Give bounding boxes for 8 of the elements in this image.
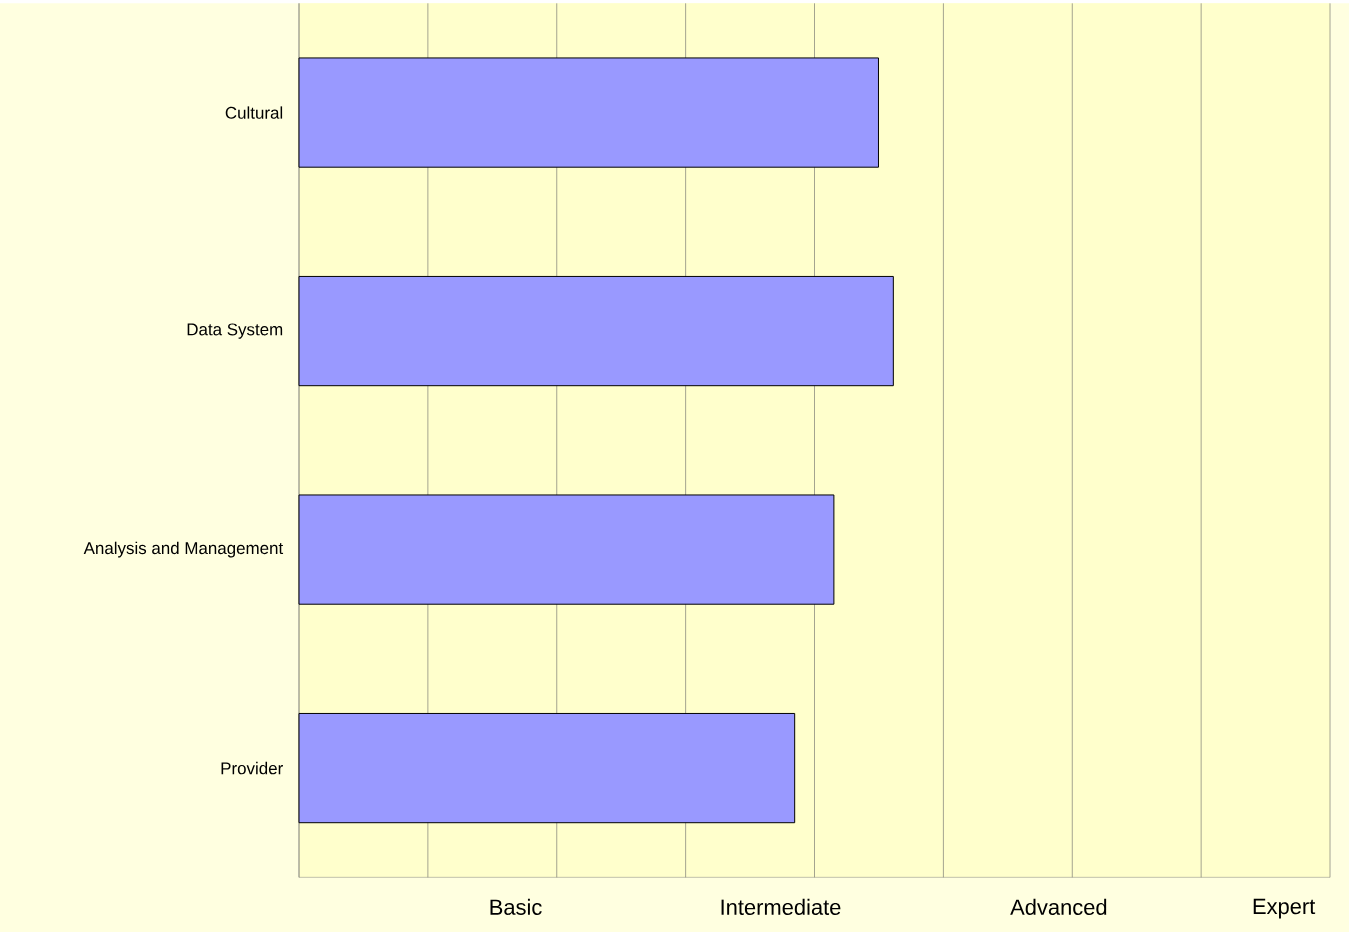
- text: Advanced: [1010, 898, 1107, 915]
- text: Basic: [490, 898, 542, 915]
- y-tick-label: Cultural: [225, 106, 283, 119]
- text: Intermediate: [721, 898, 841, 915]
- y-tick-label: Provider: [221, 761, 283, 775]
- text: Expert: [1253, 898, 1316, 919]
- y-tick-label: Analysis and Management: [83, 541, 284, 558]
- y-tick-label: Data System: [187, 323, 283, 339]
